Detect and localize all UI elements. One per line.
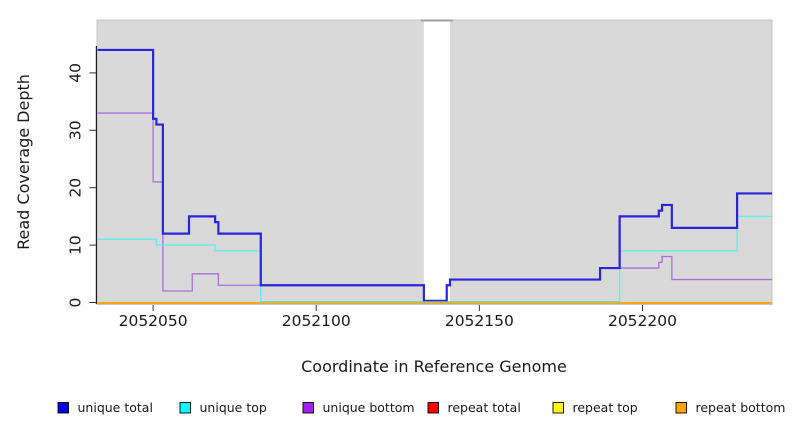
legend-item: repeat bottom — [675, 400, 786, 415]
legend-item-label: repeat top — [573, 400, 638, 415]
y-tick-label: 0 — [67, 298, 85, 308]
legend-item-label: repeat bottom — [696, 400, 786, 415]
legend-item: unique total — [57, 400, 153, 415]
legend-swatch — [302, 402, 314, 414]
x-axis-title: Coordinate in Reference Genome — [301, 357, 567, 376]
series-lines — [97, 48, 772, 304]
y-tick-label: 30 — [67, 120, 85, 140]
legend-swatch — [179, 402, 191, 414]
x-axis: 2052050 2052100 2052150 2052200 — [119, 305, 677, 330]
legend-item: repeat total — [427, 400, 521, 415]
x-tick-label: 2052050 — [119, 312, 188, 330]
x-tick-label: 2052150 — [445, 312, 514, 330]
legend-swatch — [675, 402, 687, 414]
gap-top-cap — [420, 19, 453, 22]
legend-swatch — [427, 402, 439, 414]
legend-item-label: unique bottom — [323, 400, 415, 415]
series-unique-total-line — [97, 48, 772, 302]
legend-item: unique top — [179, 400, 267, 415]
gap-band — [423, 21, 450, 302]
legend-item-label: unique top — [200, 400, 267, 415]
no-data-gap — [420, 19, 453, 302]
legend-item: repeat top — [552, 400, 638, 415]
legend: unique total unique top unique bottom repea… — [57, 400, 786, 415]
legend-item-label: repeat total — [448, 400, 521, 415]
legend-swatch — [552, 402, 564, 414]
y-axis-title: Read Coverage Depth — [14, 74, 33, 250]
legend-item: unique bottom — [302, 400, 415, 415]
legend-item-label: unique total — [78, 400, 153, 415]
y-tick-label: 20 — [67, 178, 85, 198]
x-tick-label: 2052200 — [608, 312, 677, 330]
y-tick-label: 40 — [67, 63, 85, 83]
x-tick-label: 2052100 — [282, 312, 351, 330]
y-axis: 0 10 20 30 40 — [67, 63, 96, 308]
legend-swatch — [57, 402, 69, 414]
y-tick-label: 10 — [67, 235, 85, 255]
